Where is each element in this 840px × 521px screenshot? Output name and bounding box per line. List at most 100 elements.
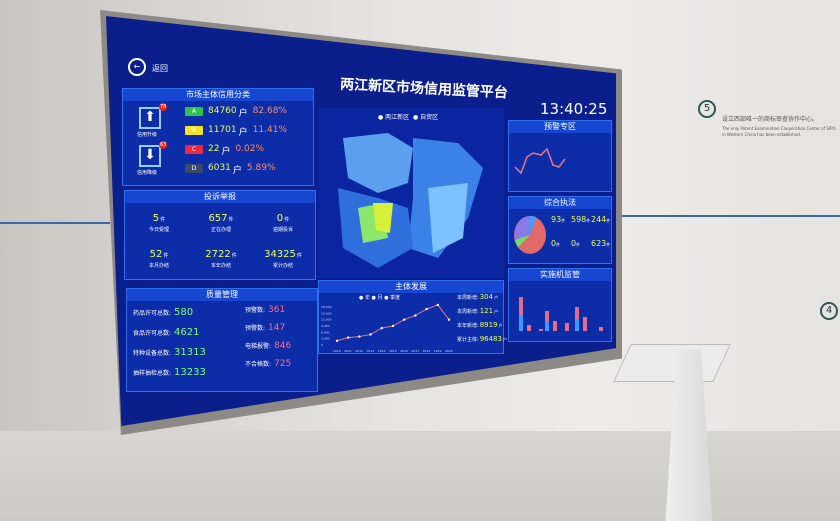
x-tick-label: 2013 — [367, 349, 375, 353]
x-tick-label: 2018 — [423, 349, 431, 353]
grade-badge: B — [185, 126, 203, 135]
upgrade-icon[interactable]: ⬆ — [139, 107, 161, 129]
back-icon[interactable]: ← — [128, 58, 146, 76]
data-point — [380, 326, 383, 330]
data-point — [347, 336, 350, 339]
x-tick-label: 2010 — [333, 349, 341, 353]
data-point — [425, 307, 428, 311]
credit-title: 市场主体信用分类 — [123, 89, 313, 101]
complaint-unit: 件 — [231, 253, 237, 259]
wall-text-en: The only Patent Examination Cooperation … — [722, 126, 836, 137]
grade-unit: 户 — [232, 166, 242, 176]
warning-line-chart — [514, 147, 566, 175]
wall-line-right — [620, 215, 840, 217]
complaint-label: 逾期投诉 — [272, 227, 293, 233]
complaint-value-group: 657件 — [191, 209, 251, 227]
grade-badge: A — [185, 107, 203, 116]
wall-line — [0, 222, 110, 224]
grade-percent: 5.89% — [246, 163, 276, 173]
quality-warning-value: 846 — [274, 341, 292, 351]
y-tick-label: 0 — [321, 343, 323, 347]
data-point — [414, 314, 417, 317]
data-point — [369, 333, 372, 336]
warning-title: 预警专区 — [509, 121, 611, 133]
data-point — [403, 318, 406, 321]
x-tick-label: 2016 — [400, 349, 408, 353]
complaint-cell: 657件 正在办理 — [191, 209, 251, 234]
grade-count: 6031 — [208, 163, 231, 173]
dev-stat-label: 累计主体: — [457, 337, 479, 343]
wall-text: 设立西部唯一的商标审查协作中心。 — [722, 116, 819, 123]
supervision-panel: 实施机监管 — [508, 268, 612, 342]
dev-stat-unit: 户 — [498, 323, 503, 328]
legend-month[interactable]: 月 — [377, 295, 383, 301]
enforcement-unit: 件 — [586, 218, 591, 223]
back-button[interactable]: 返回 — [152, 64, 168, 73]
dev-stat-value: 304 — [479, 293, 494, 301]
quality-warning-value: 361 — [268, 305, 286, 315]
dev-stat-value: 8919 — [479, 321, 498, 329]
x-tick-label: 2019 — [434, 349, 442, 353]
quality-warning-label: 电梯报警: — [245, 343, 272, 350]
y-tick-label: 15,000 — [321, 311, 332, 315]
quality-warning-label: 预警数: — [245, 325, 266, 332]
map-region-southeast — [428, 183, 468, 253]
grade-count-group: 84760 户 — [208, 106, 248, 119]
dev-stat-value: 96483 — [479, 335, 502, 343]
quality-value: 31313 — [174, 347, 206, 358]
x-tick-label: 2017 — [411, 349, 419, 353]
legend-quarter[interactable]: 季度 — [390, 295, 401, 301]
floor — [0, 431, 840, 521]
dev-stat-row: 本年新增: 8919 户 — [457, 321, 503, 329]
quality-warning-row: 不合格数: 725 — [245, 359, 291, 369]
enforcement-stat: 93 件 — [551, 215, 565, 224]
downgrade-icon[interactable]: ⬇ — [139, 145, 161, 167]
region-map[interactable] — [318, 108, 504, 278]
grade-percent: 11.41% — [252, 125, 287, 135]
quality-warning-row: 预警数: 147 — [245, 323, 285, 333]
complaints-panel: 投诉举报 5件 今日受理 657件 正在办理 0件 逾期投诉 52件 本月办结 2722件 本年办… — [124, 190, 316, 280]
dev-stat-label: 本周新增: — [457, 295, 479, 301]
complaint-unit: 件 — [163, 253, 169, 259]
y-tick-label: 12,000 — [321, 318, 332, 322]
grade-count-group: 6031 户 — [208, 163, 242, 176]
data-point — [436, 303, 439, 307]
step-marker: 5 — [698, 100, 716, 118]
dev-stat-unit: 户 — [494, 309, 499, 314]
quality-value: 4621 — [174, 327, 200, 338]
grade-unit: 户 — [238, 128, 248, 138]
legend-year[interactable]: 年 — [364, 295, 370, 301]
complaint-cell: 2722件 本年办结 — [191, 245, 251, 270]
dev-stat-value: 121 — [479, 307, 494, 315]
enforcement-unit: 件 — [606, 242, 611, 247]
supervision-title: 实施机监管 — [509, 269, 611, 281]
enforcement-value: 93 — [551, 215, 562, 224]
complaint-unit: 件 — [228, 217, 234, 223]
map-panel: ● 两江新区 ● 自贸区 — [318, 108, 504, 278]
complaint-unit: 件 — [160, 217, 166, 223]
quality-warning-row: 预警数: 361 — [245, 305, 285, 315]
credit-panel: 市场主体信用分类 ⬆ 78 信用升级 ⬇ 63 信用降级 A 84760 户 82.6… — [122, 88, 314, 186]
y-tick-label: 3,000 — [321, 337, 330, 341]
kiosk-stand-top — [613, 344, 731, 382]
map-region-highlight — [373, 203, 393, 233]
x-tick-label: 2020 — [445, 349, 453, 353]
enforcement-unit: 件 — [561, 218, 566, 223]
map-region-north — [343, 133, 413, 193]
data-point — [391, 324, 395, 328]
complaint-label: 本月办结 — [148, 263, 169, 269]
enforcement-unit: 件 — [556, 242, 561, 247]
x-tick-label: 2011 — [344, 349, 352, 353]
downgrade-label: 信用降级 — [137, 170, 158, 176]
complaint-cell: 34325件 累计办结 — [253, 245, 313, 270]
quality-warning-value: 147 — [268, 323, 286, 333]
data-point — [335, 339, 339, 342]
complaint-unit: 件 — [296, 253, 302, 259]
y-tick-label: 18,000 — [321, 305, 332, 309]
complaint-label: 累计办结 — [272, 263, 293, 269]
complaint-label: 本年办结 — [210, 263, 231, 269]
x-tick-label: 2015 — [389, 349, 397, 353]
downgrade-count: 63 — [159, 141, 168, 149]
grade-percent: 82.68% — [252, 106, 287, 116]
